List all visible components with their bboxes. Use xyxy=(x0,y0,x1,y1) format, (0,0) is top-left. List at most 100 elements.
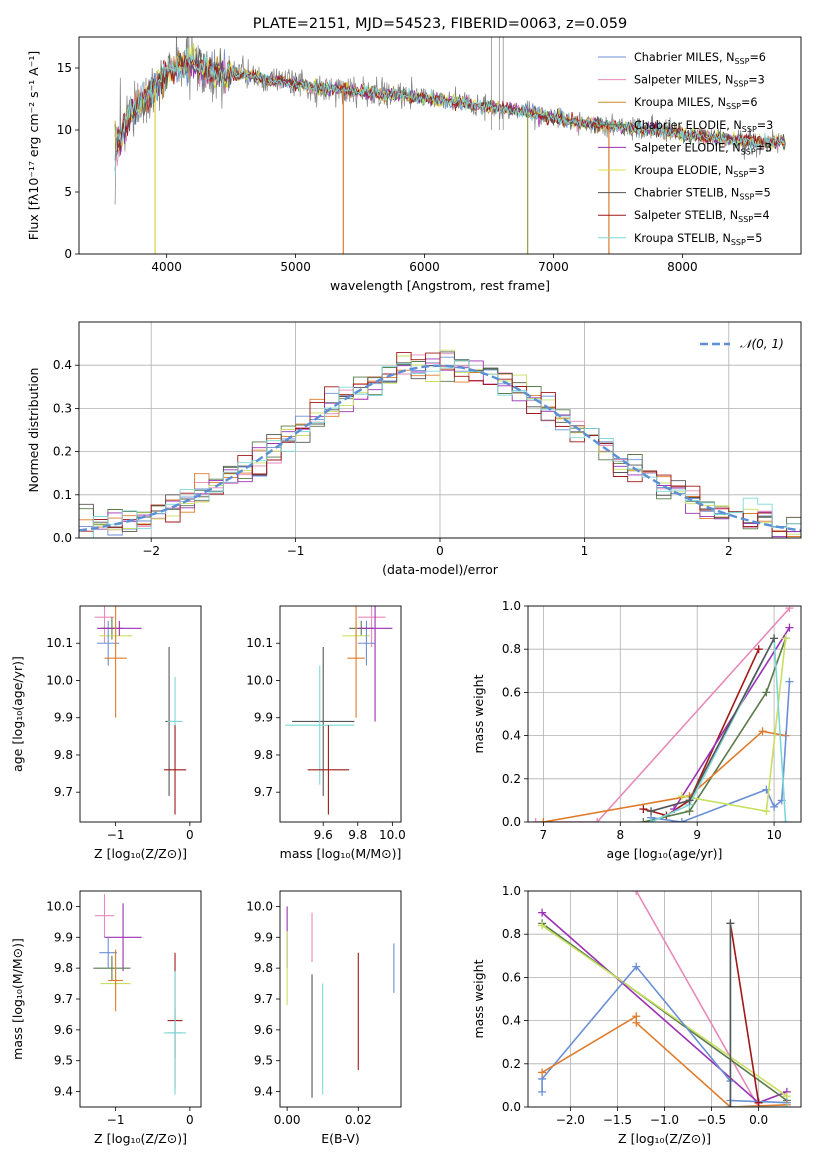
x-tick-label: 5000 xyxy=(280,260,311,274)
y-tick-label: 0.8 xyxy=(502,927,521,941)
legend-label: Kroupa ELODIE, NSSP=3 xyxy=(634,164,765,179)
plus-marker xyxy=(531,818,540,822)
y-tick-label: 9.4 xyxy=(54,1085,73,1099)
spectrum-panel: 4000 5000 6000 7000 8000 0 5 10 15 wavelength [An… xyxy=(26,36,802,293)
axes-frame xyxy=(279,890,402,1108)
mass-weight-line xyxy=(650,638,775,812)
y-tick-label: 1.0 xyxy=(502,599,521,613)
plus-marker xyxy=(726,919,735,928)
plus-marker xyxy=(538,1068,547,1077)
y-tick-label: 10 xyxy=(57,123,72,137)
axes-frame xyxy=(527,605,802,823)
x-tick-label: 6000 xyxy=(409,260,440,274)
spectrum-data-line xyxy=(114,37,786,205)
plus-marker xyxy=(647,807,656,816)
legend-subscript: SSP xyxy=(739,193,754,202)
y-tick-label: 0.2 xyxy=(502,1057,521,1071)
plus-marker xyxy=(762,688,771,697)
axes-frame xyxy=(279,605,402,823)
y-tick-label: 9.7 xyxy=(54,992,73,1006)
mass-weight-line xyxy=(650,681,791,822)
x-axis-label: age [log₁₀(age/yr)] xyxy=(607,846,723,861)
y-tick-label: 0.4 xyxy=(53,358,72,372)
x-tick-label: 2 xyxy=(725,544,733,558)
y-tick-label: 10.1 xyxy=(46,636,73,650)
x-tick-label: 0 xyxy=(436,544,444,558)
x-tick-label: −1.0 xyxy=(650,1113,679,1127)
legend-value: =5 xyxy=(746,232,763,245)
mass-weight-line xyxy=(541,924,788,1097)
y-tick-label: 9.9 xyxy=(254,711,273,725)
y-tick-label: 0.4 xyxy=(502,729,521,743)
x-tick-label: 10 xyxy=(766,828,781,842)
plus-marker xyxy=(782,1103,791,1107)
x-axis-label: Z [log₁₀(Z/Z⊙)] xyxy=(618,1131,711,1146)
x-tick-label: 0.02 xyxy=(345,1113,372,1127)
x-axis-label: Z [log₁₀(Z/Z⊙)] xyxy=(94,1131,187,1146)
x-axis-label: wavelength [Angstrom, rest frame] xyxy=(330,278,550,293)
legend-value: =3 xyxy=(748,74,765,87)
y-axis-label: mass weight xyxy=(471,674,486,753)
plot-area xyxy=(531,606,794,822)
y-tick-label: 0.3 xyxy=(53,401,72,415)
x-axis-label: mass [log₁₀(M/M⊙)] xyxy=(280,846,402,861)
x-tick-label: −1 xyxy=(287,544,305,558)
legend-subscript: SSP xyxy=(733,170,748,179)
axes-frame xyxy=(79,605,202,823)
plus-marker xyxy=(593,818,602,822)
plus-marker xyxy=(677,792,686,801)
y-tick-label: 0.6 xyxy=(502,970,521,984)
mass-weight-vs-age-panel: 7 8 9 10 0.0 0.2 0.4 0.6 0.8 1.0 age [log₁₀(age/yr… xyxy=(471,599,802,861)
plus-marker xyxy=(754,1098,763,1107)
legend-subscript: SSP xyxy=(741,147,756,156)
x-tick-label: 0.00 xyxy=(274,1113,301,1127)
x-tick-label: 9 xyxy=(693,828,701,842)
x-axis-label: E(B-V) xyxy=(321,1131,360,1146)
y-tick-label: 10.0 xyxy=(46,899,73,913)
y-tick-label: 9.9 xyxy=(254,930,273,944)
legend-label: Chabrier ELODIE, NSSP=3 xyxy=(634,119,773,134)
model-spectrum-line xyxy=(114,47,786,176)
x-axis-label: Z [log₁₀(Z/Z⊙)] xyxy=(94,846,187,861)
y-tick-label: 9.8 xyxy=(54,748,73,762)
plus-marker xyxy=(632,891,641,895)
x-tick-label: 9.8 xyxy=(348,828,367,842)
y-axis-label: age [log₁₀(age/yr)] xyxy=(10,656,25,772)
plot-area xyxy=(286,906,395,1098)
x-tick-label: 7000 xyxy=(538,260,569,274)
mass-vs-extinction-panel: 0.00 0.02 9.4 9.5 9.6 9.7 9.8 9.9 10.0 E(B-V) xyxy=(246,890,402,1146)
y-tick-label: 9.5 xyxy=(254,1054,273,1068)
plus-marker xyxy=(639,805,648,814)
legend-value: =6 xyxy=(741,96,758,109)
plus-marker xyxy=(538,921,547,930)
legend-subscript: SSP xyxy=(738,215,753,224)
x-tick-label: 0 xyxy=(186,1113,194,1127)
legend-label: 𝒩(0, 1) xyxy=(740,337,784,351)
plus-marker xyxy=(762,807,771,816)
axes-frame xyxy=(78,36,802,255)
y-tick-label: 9.4 xyxy=(254,1085,273,1099)
plus-marker xyxy=(785,623,794,632)
y-axis-label: mass weight xyxy=(471,959,486,1038)
histogram-series xyxy=(79,359,801,538)
axes-frame xyxy=(78,321,802,539)
legend-label: Salpeter ELODIE, NSSP=3 xyxy=(634,141,772,156)
y-tick-label: 0.0 xyxy=(53,531,72,545)
plus-marker xyxy=(685,796,694,805)
mass-weight-line xyxy=(729,923,760,1103)
plus-marker xyxy=(758,727,767,736)
age-vs-mass-panel: 9.6 9.8 10.0 9.7 9.8 9.9 10.0 10.1 mass [log₁₀(M… xyxy=(246,605,406,861)
x-tick-label: 9.6 xyxy=(314,828,333,842)
legend-value: =3 xyxy=(748,164,765,177)
plus-marker xyxy=(770,802,779,811)
legend-subscript: SSP xyxy=(742,125,757,134)
x-axis-label: (data-model)/error xyxy=(382,562,499,577)
y-tick-label: 10.0 xyxy=(46,673,73,687)
plus-marker xyxy=(538,1087,547,1096)
y-tick-label: 9.9 xyxy=(54,711,73,725)
y-tick-label: 0.2 xyxy=(502,772,521,786)
mass-weight-line xyxy=(643,648,760,817)
y-tick-label: 0.8 xyxy=(502,642,521,656)
y-tick-label: 0.1 xyxy=(53,488,72,502)
legend-label: Chabrier STELIB, NSSP=5 xyxy=(634,187,771,202)
